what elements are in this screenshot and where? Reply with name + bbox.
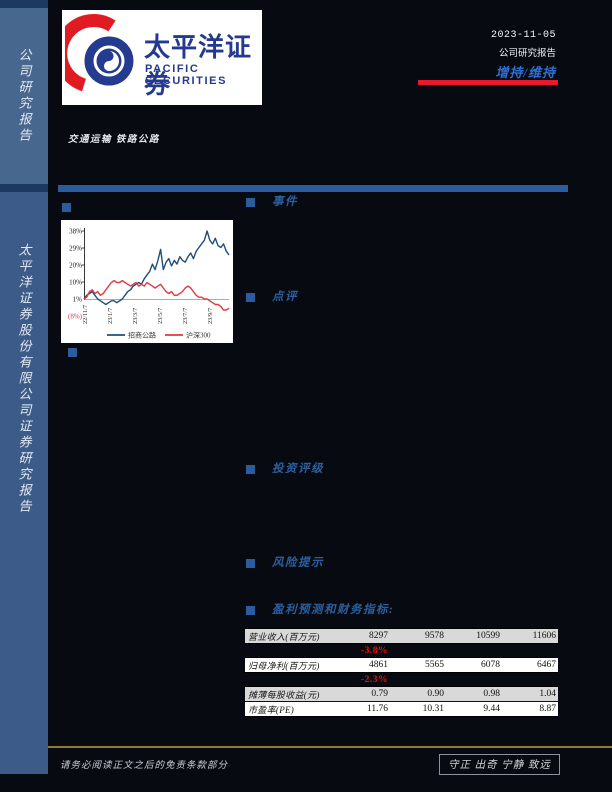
footer-disclaimer: 请务必阅读正文之后的免责条款部分: [60, 761, 229, 771]
section-risk-label: 风险提示: [272, 557, 324, 569]
table-row-net-profit: 归母净利(百万元) 4861 5565 6078 6467: [245, 657, 558, 673]
section-event-label: 事件: [272, 196, 298, 208]
pacific-securities-logo-icon: [65, 13, 134, 92]
table-row-revenue: 营业收入(百万元) 8297 9578 10599 11606: [245, 628, 558, 644]
section-invest-rating-label: 投资评级: [272, 463, 324, 475]
x-tick: 23/9/7: [207, 308, 214, 324]
sidebar-report-type-label: 公司研究报告: [16, 48, 32, 144]
logo-chinese-name: 太平洋证券: [144, 32, 253, 99]
y-tick: 29%: [69, 245, 82, 253]
y-tick: 10%: [69, 279, 82, 287]
section-invest-rating: 投资评级: [246, 463, 324, 476]
sidebar-top-strip: [0, 0, 48, 8]
revenue-delta: -3.8%: [360, 645, 388, 656]
header-divider-bar: [58, 185, 568, 192]
company-motto-box: 守正 出奇 宁静 致远: [439, 754, 560, 775]
section-forecast: 盈利预测和财务指标:: [246, 604, 394, 617]
legend-label: 沪深300: [186, 331, 211, 340]
y-tick-negative: (8%): [68, 313, 83, 321]
left-column-bullet: [68, 348, 77, 357]
rating-underline-bar: [418, 80, 558, 85]
stock-performance-chart: 38% 29% 20% 10% 1% (8%) 22/11/7 23/1/7 2…: [61, 220, 233, 343]
y-tick: 20%: [69, 262, 82, 270]
x-tick: 23/3/7: [132, 308, 139, 324]
section-risk: 风险提示: [246, 557, 324, 570]
sidebar-company-label: 太平洋证券股份有限公司证券研究报告: [16, 243, 32, 515]
section-comment: 点评: [246, 291, 298, 304]
rating-badge: 增持/维持: [495, 65, 556, 80]
sidebar-separator: [0, 184, 48, 192]
net-profit-delta: -2.3%: [360, 674, 388, 685]
report-date: 2023-11-05: [490, 30, 556, 41]
section-event: 事件: [246, 196, 298, 209]
sidebar: 公司研究报告 太平洋证券股份有限公司证券研究报告: [0, 0, 48, 774]
table-delta-row: -2.3%: [245, 673, 558, 686]
bullet-icon: [246, 198, 255, 207]
chart-caption-bullet: [62, 203, 71, 212]
sidebar-top-section: 公司研究报告: [0, 8, 48, 184]
logo-english-name: PACIFIC SECURITIES: [145, 63, 228, 87]
report-type: 公司研究报告: [498, 49, 556, 59]
bullet-icon: [246, 606, 255, 615]
x-tick: 22/11/7: [82, 305, 89, 324]
x-tick: 23/1/7: [107, 308, 114, 324]
table-row-eps: 摊薄每股收益(元) 0.79 0.90 0.98 1.04: [245, 686, 558, 702]
bullet-icon: [246, 559, 255, 568]
x-tick: 23/7/7: [182, 308, 189, 324]
table-row-pe: 市盈率(PE) 11.76 10.31 9.44 8.87: [245, 702, 558, 717]
legend-label: 招商公路: [128, 331, 156, 340]
footer-divider-line: [48, 746, 612, 749]
header-right: 2023-11-05 公司研究报告 增持/维持: [491, 30, 556, 81]
section-forecast-label: 盈利预测和财务指标:: [272, 604, 395, 616]
y-tick: 1%: [73, 296, 83, 304]
y-tick: 38%: [69, 228, 82, 236]
performance-chart-svg: 38% 29% 20% 10% 1% (8%) 22/11/7 23/1/7 2…: [68, 228, 230, 340]
sidebar-bottom-section: 太平洋证券股份有限公司证券研究报告: [0, 192, 48, 774]
company-motto: 守正 出奇 宁静 致远: [448, 760, 551, 771]
bullet-icon: [246, 465, 255, 474]
x-tick: 23/5/7: [157, 308, 164, 324]
financial-forecast-table: 营业收入(百万元) 8297 9578 10599 11606 -3.8% 归母…: [245, 628, 558, 717]
section-comment-label: 点评: [272, 291, 298, 303]
bullet-icon: [246, 293, 255, 302]
table-delta-row: -3.8%: [245, 644, 558, 657]
industry-breadcrumb: 交通运输 铁路公路: [68, 135, 160, 145]
company-logo: 太平洋证券 PACIFIC SECURITIES: [62, 10, 262, 105]
